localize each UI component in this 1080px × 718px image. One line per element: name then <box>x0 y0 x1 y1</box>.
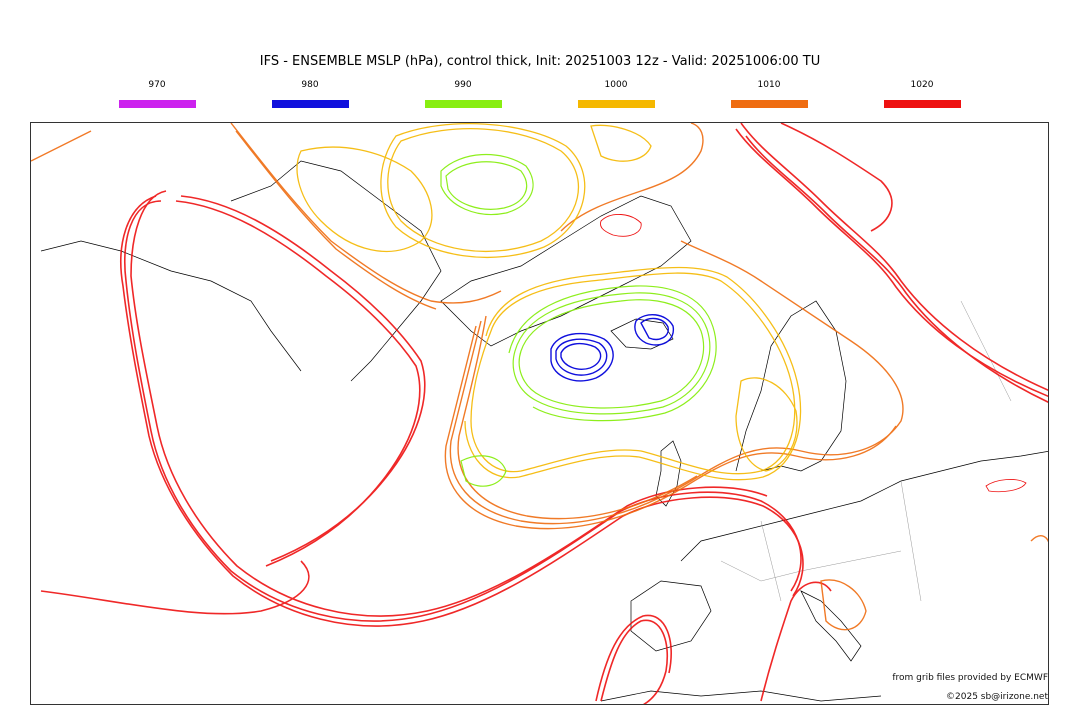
map-svg <box>31 123 1048 704</box>
legend-label: 970 <box>148 80 166 90</box>
legend-label: 1020 <box>910 80 934 90</box>
coast-north-africa <box>600 690 882 702</box>
legend-item-1020: 1020 <box>883 80 961 108</box>
legend-item-970: 970 <box>118 80 196 108</box>
coast-iberia <box>630 580 712 652</box>
coast-alaska <box>40 240 302 372</box>
source-credit: from grib files provided by ECMWF <box>892 673 1048 683</box>
coast-iceland <box>610 318 674 350</box>
isobar-990 <box>440 154 717 487</box>
chart-title: IFS - ENSEMBLE MSLP (hPa), control thick… <box>259 54 821 69</box>
legend-swatch <box>424 100 502 108</box>
isobar-1010 <box>31 123 1048 631</box>
coast-canada-arctic <box>230 160 442 382</box>
legend-swatch <box>883 100 961 108</box>
legend-label: 1000 <box>604 80 628 90</box>
legend-item-1000: 1000 <box>577 80 655 108</box>
legend-swatch <box>730 100 808 108</box>
isobar-1020 <box>40 123 1048 704</box>
legend-item-990: 990 <box>424 80 502 108</box>
legend-swatch <box>577 100 655 108</box>
coast-europe <box>680 450 1048 562</box>
legend-item-1010: 1010 <box>730 80 808 108</box>
legend-label: 1010 <box>757 80 781 90</box>
coast-greenland <box>440 195 692 347</box>
legend-label: 980 <box>301 80 319 90</box>
coastlines <box>40 160 1048 702</box>
copyright-credit: ©2025 sb@irizone.net <box>946 692 1048 702</box>
isobar-980 <box>550 314 675 382</box>
map-panel <box>30 122 1049 705</box>
isobar-1020-greenland <box>600 214 642 237</box>
legend-swatch <box>118 100 196 108</box>
coast-uk <box>655 440 682 507</box>
isobar-1020-east <box>985 479 1027 493</box>
isobar-1000 <box>296 123 802 481</box>
legend-label: 990 <box>454 80 472 90</box>
legend-swatch <box>271 100 349 108</box>
legend-item-980: 980 <box>271 80 349 108</box>
